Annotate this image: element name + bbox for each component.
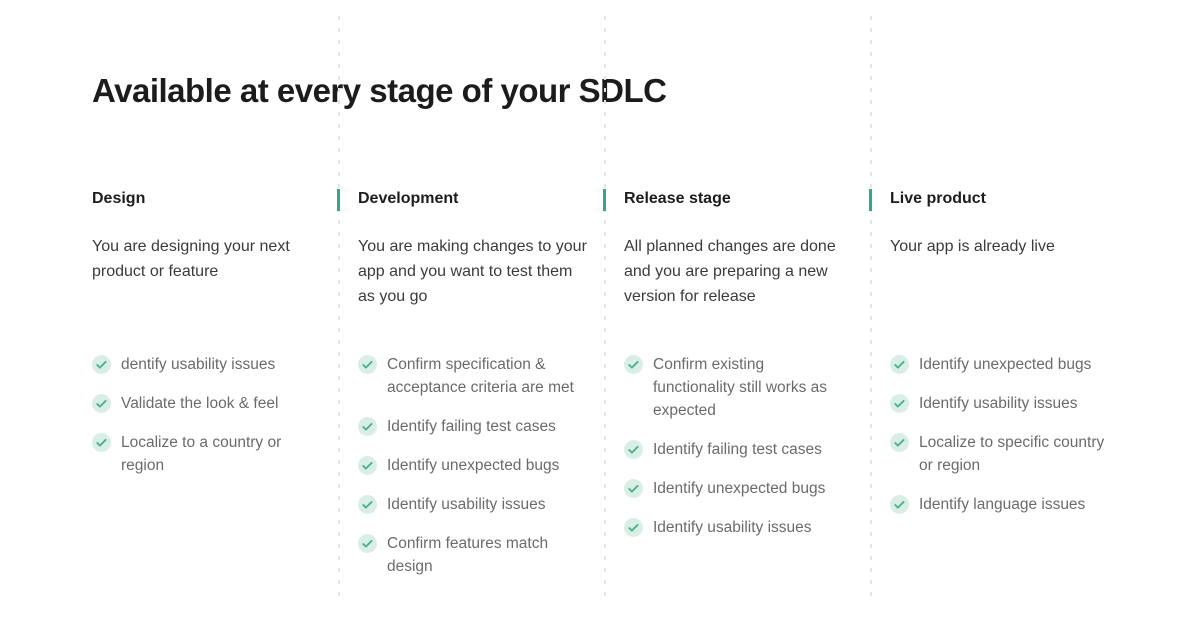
checklist-item-label: Confirm existing functionality still wor… [653,356,828,419]
checklist-item: Identify usability issues [358,493,604,516]
stage-description: You are making changes to your app and y… [358,238,587,305]
stage-description: All planned changes are done and you are… [624,238,836,305]
stage-columns: Design You are designing your next produ… [92,16,1156,610]
checklist-item-label: Identify language issues [919,496,1086,513]
check-icon [624,355,643,374]
stage-description: Your app is already live [890,238,1055,255]
checklist-item: Identify failing test cases [624,438,870,461]
check-icon [890,355,909,374]
checklist-item: dentify usability issues [92,353,338,376]
checklist-item-label: Identify unexpected bugs [653,480,826,497]
stage-checklist: Confirm specification & acceptance crite… [358,353,604,594]
checklist-item-label: Confirm features match design [387,535,549,575]
checklist-item-label: Identify unexpected bugs [387,457,560,474]
stage-checklist: dentify usability issues Validate the lo… [92,353,338,493]
checklist-item-label: Confirm specification & acceptance crite… [387,356,574,396]
stage-heading: Live product [890,190,987,207]
checklist-item: Validate the look & feel [92,392,338,415]
check-icon [624,440,643,459]
checklist-item-label: Validate the look & feel [121,395,279,412]
checklist-item: Localize to a country or region [92,431,338,477]
checklist-item: Identify usability issues [624,516,870,539]
checklist-item-label: dentify usability issues [121,356,276,373]
checklist-item-label: Localize to a country or region [121,434,282,474]
checklist-item: Identify language issues [890,493,1136,516]
stage-column-design: Design You are designing your next produ… [92,190,358,610]
checklist-item: Confirm existing functionality still wor… [624,353,870,422]
stage-heading: Development [358,190,459,207]
check-icon [624,518,643,537]
page-title: Available at every stage of your SDLC [92,72,667,109]
check-icon [358,417,377,436]
column-divider [870,16,872,604]
check-icon [890,495,909,514]
check-icon [890,394,909,413]
checklist-item-label: Identify failing test cases [653,441,822,458]
checklist-item: Identify unexpected bugs [358,454,604,477]
stage-heading: Release stage [624,190,731,207]
column-divider [604,16,606,604]
accent-bar [869,189,872,211]
check-icon [624,479,643,498]
checklist-item-label: Identify unexpected bugs [919,356,1092,373]
checklist-item: Confirm features match design [358,532,604,578]
checklist-item-label: Identify usability issues [387,496,546,513]
accent-bar [337,189,340,211]
accent-bar [603,189,606,211]
check-icon [358,495,377,514]
check-icon [358,355,377,374]
checklist-item: Confirm specification & acceptance crite… [358,353,604,399]
checklist-item: Identify usability issues [890,392,1136,415]
stage-heading: Design [92,190,146,207]
checklist-item: Identify unexpected bugs [890,353,1136,376]
checklist-item-label: Localize to specific country or region [919,434,1105,474]
check-icon [890,433,909,452]
checklist-item-label: Identify failing test cases [387,418,556,435]
checklist-item: Identify unexpected bugs [624,477,870,500]
check-icon [92,433,111,452]
check-icon [358,534,377,553]
column-divider [338,16,340,604]
check-icon [358,456,377,475]
stage-column-release: Release stage All planned changes are do… [603,16,890,610]
checklist-item-label: Identify usability issues [653,519,812,536]
stage-column-live: Live product Your app is already live Id… [869,16,1156,610]
stage-column-development: Development You are making changes to yo… [337,16,624,610]
checklist-item: Localize to specific country or region [890,431,1136,477]
check-icon [92,394,111,413]
checklist-item: Identify failing test cases [358,415,604,438]
stage-description: You are designing your next product or f… [92,238,290,280]
stage-checklist: Confirm existing functionality still wor… [624,353,870,555]
check-icon [92,355,111,374]
checklist-item-label: Identify usability issues [919,395,1078,412]
stage-checklist: Identify unexpected bugs Identify usabil… [890,353,1136,532]
